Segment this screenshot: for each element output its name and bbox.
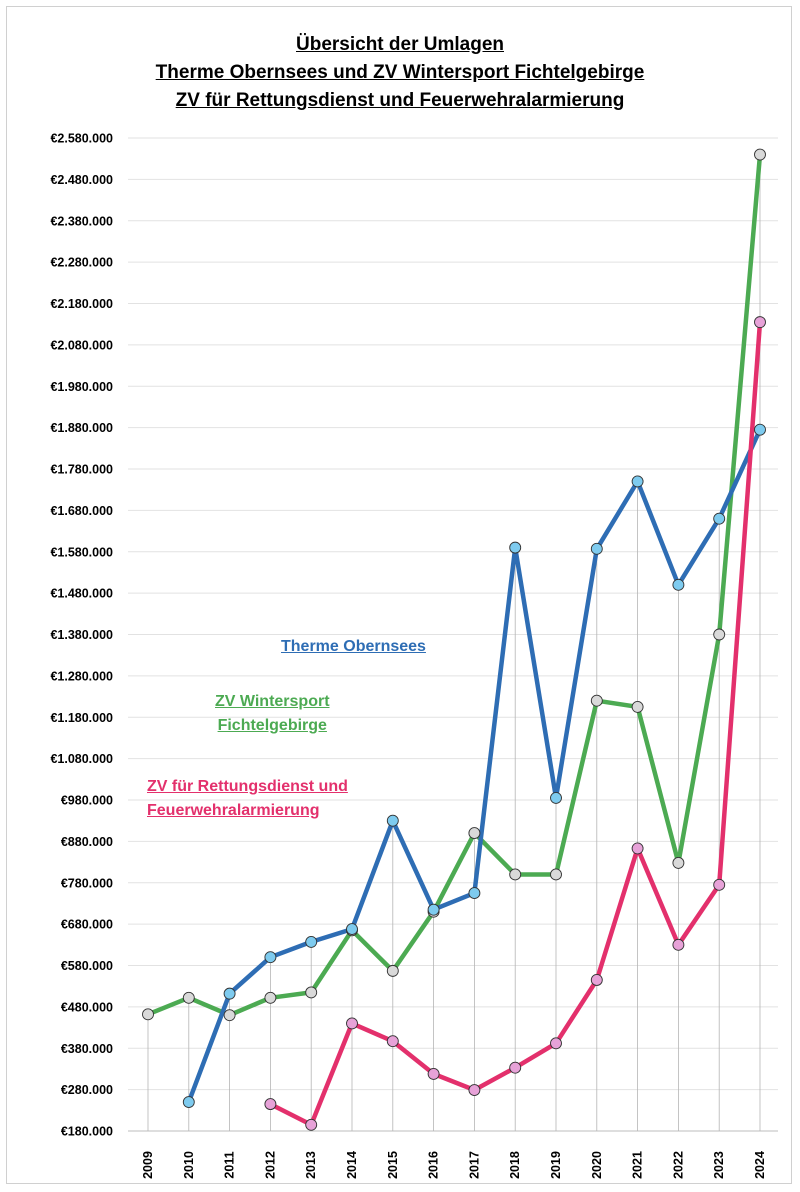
data-point-series1-2013 bbox=[305, 935, 318, 948]
x-tick-label: 2015 bbox=[386, 1151, 400, 1179]
y-tick-label: €780.000 bbox=[61, 876, 113, 890]
data-point-series0-2017 bbox=[468, 827, 481, 840]
y-tick-label: €2.180.000 bbox=[50, 297, 113, 311]
data-point-series2-2013 bbox=[305, 1118, 318, 1131]
data-point-series1-2022 bbox=[672, 578, 685, 591]
annotation-rettungsdienst-line-2: Feuerwehralarmierung bbox=[147, 802, 320, 819]
y-tick-label: €480.000 bbox=[61, 1000, 113, 1014]
x-tick-label: 2010 bbox=[182, 1151, 196, 1179]
y-tick-label: €1.180.000 bbox=[50, 711, 113, 725]
data-point-series1-2014 bbox=[346, 923, 358, 936]
data-point-series1-2010 bbox=[182, 1096, 195, 1108]
y-tick-label: €2.380.000 bbox=[50, 214, 113, 228]
x-tick-label: 2011 bbox=[223, 1151, 237, 1178]
data-point-series0-2024 bbox=[754, 148, 766, 161]
data-point-series2-2014 bbox=[346, 1017, 358, 1030]
y-tick-label: €980.000 bbox=[61, 794, 113, 808]
x-tick-label: 2018 bbox=[508, 1151, 522, 1179]
y-tick-label: €1.080.000 bbox=[50, 752, 113, 766]
y-tick-label: €1.480.000 bbox=[50, 587, 113, 601]
x-tick-label: 2019 bbox=[549, 1151, 563, 1179]
data-point-series1-2017 bbox=[468, 887, 481, 900]
data-point-series1-2024 bbox=[754, 423, 766, 436]
data-point-series0-2021 bbox=[631, 700, 644, 713]
data-point-series1-2016 bbox=[427, 903, 440, 916]
data-point-series0-2011 bbox=[223, 1009, 236, 1022]
annotation-therme: Therme Obernsees bbox=[281, 638, 426, 655]
chart-title-line-1: Übersicht der Umlagen bbox=[296, 34, 504, 55]
data-point-series2-2021 bbox=[631, 842, 644, 855]
annotation-rettungsdienst: ZV für Rettungsdienst und Feuerwehralarm… bbox=[147, 775, 348, 823]
data-point-series0-2010 bbox=[182, 991, 195, 1004]
x-tick-label: 2017 bbox=[467, 1151, 481, 1179]
data-point-series1-2023 bbox=[713, 512, 726, 525]
y-tick-label: €1.380.000 bbox=[50, 628, 113, 642]
annotation-wintersport-line-1: ZV Wintersport bbox=[215, 693, 330, 710]
annotation-rettungsdienst-line-1: ZV für Rettungsdienst und bbox=[147, 778, 348, 795]
data-point-series0-2015 bbox=[386, 964, 399, 977]
data-point-series1-2021 bbox=[631, 475, 644, 488]
data-point-series2-2020 bbox=[590, 974, 603, 986]
data-point-series2-2012 bbox=[264, 1098, 277, 1111]
data-point-series1-2011 bbox=[223, 987, 236, 1000]
chart-frame bbox=[6, 6, 792, 1184]
data-point-series0-2022 bbox=[672, 856, 685, 869]
x-tick-label: 2021 bbox=[631, 1151, 645, 1179]
data-point-series2-2024 bbox=[754, 316, 766, 329]
data-point-series2-2018 bbox=[509, 1061, 522, 1074]
data-point-series0-2013 bbox=[305, 986, 318, 999]
series-line-0 bbox=[145, 152, 763, 1018]
data-point-series2-2017 bbox=[468, 1084, 481, 1096]
x-tick-label: 2012 bbox=[263, 1151, 277, 1179]
annotation-wintersport: ZV Wintersport Fichtelgebirge bbox=[215, 690, 330, 738]
x-tick-label: 2020 bbox=[590, 1151, 604, 1179]
x-tick-label: 2009 bbox=[141, 1151, 155, 1179]
data-point-series0-2012 bbox=[264, 991, 277, 1004]
y-tick-label: €380.000 bbox=[61, 1042, 113, 1056]
data-point-series2-2019 bbox=[550, 1037, 562, 1050]
data-point-series1-2012 bbox=[264, 951, 277, 964]
y-tick-label: €1.580.000 bbox=[50, 545, 113, 559]
y-tick-label: €180.000 bbox=[61, 1125, 113, 1139]
data-point-series2-2015 bbox=[386, 1035, 399, 1048]
y-tick-label: €2.480.000 bbox=[50, 173, 113, 187]
data-point-series1-2018 bbox=[509, 541, 522, 554]
y-tick-label: €1.780.000 bbox=[50, 463, 113, 477]
chart-title-line-3: ZV für Rettungsdienst und Feuerwehralarm… bbox=[175, 90, 625, 111]
data-point-series0-2018 bbox=[509, 868, 522, 881]
data-point-series1-2019 bbox=[550, 791, 562, 804]
x-tick-label: 2022 bbox=[671, 1151, 685, 1179]
data-point-series2-2023 bbox=[713, 878, 726, 891]
y-tick-label: €880.000 bbox=[61, 835, 113, 849]
x-tick-label: 2016 bbox=[427, 1151, 441, 1179]
data-point-series1-2020 bbox=[590, 542, 603, 555]
y-tick-label: €2.580.000 bbox=[50, 132, 113, 146]
data-point-series0-2023 bbox=[713, 628, 726, 641]
data-point-series2-2016 bbox=[427, 1067, 440, 1080]
y-tick-label: €1.680.000 bbox=[50, 504, 113, 518]
y-tick-label: €2.080.000 bbox=[50, 338, 113, 352]
data-point-series1-2015 bbox=[386, 814, 399, 827]
y-tick-label: €280.000 bbox=[61, 1083, 113, 1097]
x-tick-label: 2014 bbox=[345, 1151, 359, 1179]
data-point-series0-2009 bbox=[142, 1008, 154, 1021]
y-tick-label: €1.980.000 bbox=[50, 380, 113, 394]
x-tick-label: 2013 bbox=[304, 1151, 318, 1179]
x-tick-label: 2023 bbox=[712, 1151, 726, 1179]
data-point-series0-2020 bbox=[590, 694, 603, 707]
y-tick-label: €2.280.000 bbox=[50, 256, 113, 270]
chart-title-line-2: Therme Obernsees und ZV Wintersport Fich… bbox=[155, 62, 645, 83]
x-tick-label: 2024 bbox=[753, 1151, 767, 1179]
y-tick-label: €580.000 bbox=[61, 959, 113, 973]
data-point-series0-2019 bbox=[550, 868, 562, 881]
y-tick-label: €1.280.000 bbox=[50, 669, 113, 683]
annotation-wintersport-line-2: Fichtelgebirge bbox=[217, 717, 327, 734]
data-point-series2-2022 bbox=[672, 938, 685, 951]
y-tick-label: €680.000 bbox=[61, 918, 113, 932]
y-tick-label: €1.880.000 bbox=[50, 421, 113, 435]
